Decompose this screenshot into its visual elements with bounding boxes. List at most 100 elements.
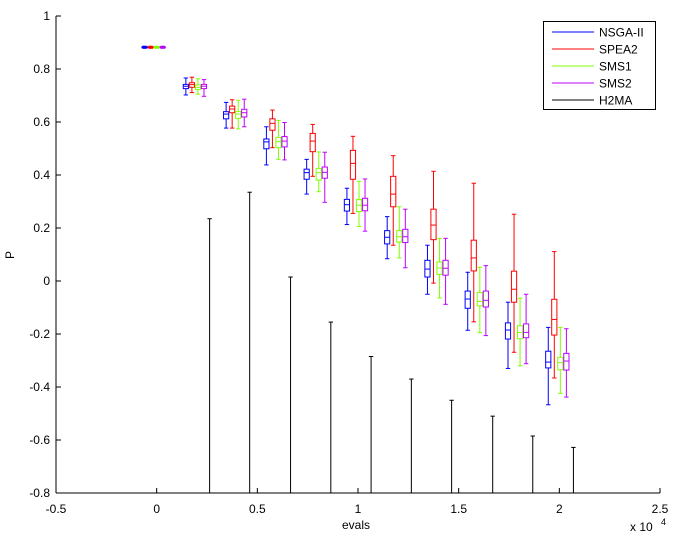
legend: NSGA-II SPEA2 SMS1 SMS2 H2MA bbox=[543, 21, 656, 110]
x-multiplier-label: x 10 bbox=[630, 520, 653, 534]
box-plot bbox=[355, 180, 363, 227]
y-tick-label: 0.2 bbox=[33, 221, 50, 235]
legend-label-nsga-ii: NSGA-II bbox=[599, 26, 644, 40]
box-plot bbox=[182, 77, 189, 96]
y-tick-label: 0.8 bbox=[33, 62, 50, 76]
y-tick-label: -0.6 bbox=[29, 433, 50, 447]
series-sms1 bbox=[153, 45, 564, 394]
box bbox=[476, 291, 483, 307]
box bbox=[281, 136, 288, 148]
y-axis-label: P bbox=[3, 251, 17, 259]
box-plot bbox=[188, 76, 196, 94]
box-plot bbox=[482, 265, 489, 337]
box-plot bbox=[523, 293, 530, 365]
y-tick-label: 0 bbox=[43, 274, 50, 288]
box bbox=[563, 352, 570, 371]
box bbox=[396, 229, 403, 243]
box bbox=[557, 356, 564, 371]
x-tick-label: 1.5 bbox=[450, 502, 467, 516]
x-axis-label: evals bbox=[342, 518, 370, 532]
box-plot bbox=[235, 99, 242, 130]
box-plot bbox=[424, 244, 431, 295]
box-plot bbox=[442, 237, 449, 305]
box-plot bbox=[343, 187, 351, 226]
series-nsga-ii bbox=[141, 45, 552, 406]
box-plot bbox=[223, 101, 230, 129]
box bbox=[275, 136, 282, 149]
box-plot bbox=[349, 135, 357, 214]
x-tick-label: 2 bbox=[556, 502, 563, 516]
box-plot bbox=[309, 123, 316, 177]
box-plot bbox=[470, 182, 477, 323]
axes: -0.5 0 0.5 1 1.5 2 2.5 -0.8 -0.6 -0.4 -0.2 0 0.2 0.4 0… bbox=[29, 9, 668, 516]
box bbox=[504, 322, 512, 340]
box-plot bbox=[384, 216, 391, 260]
box bbox=[442, 259, 449, 276]
y-tick-label: 0.4 bbox=[33, 168, 50, 182]
y-tick-label: 0.6 bbox=[33, 115, 50, 129]
box-plot bbox=[141, 45, 148, 49]
box-plot bbox=[476, 266, 483, 334]
box-plot bbox=[229, 99, 236, 129]
box-plot bbox=[516, 297, 524, 367]
series-spea2 bbox=[147, 45, 558, 379]
box bbox=[315, 167, 322, 181]
box-plot bbox=[510, 213, 518, 353]
box-plot bbox=[504, 301, 512, 369]
box bbox=[510, 270, 518, 303]
y-tick-label: -0.4 bbox=[29, 380, 50, 394]
box-plot bbox=[269, 109, 276, 149]
box-plot bbox=[281, 122, 288, 161]
box-plot bbox=[545, 326, 552, 406]
x-tick-label: 0.5 bbox=[249, 502, 266, 516]
box-plot bbox=[361, 178, 369, 232]
box bbox=[390, 175, 397, 208]
box bbox=[361, 197, 369, 212]
box bbox=[464, 290, 471, 309]
box bbox=[402, 228, 409, 244]
box bbox=[269, 118, 276, 131]
box-plot bbox=[315, 151, 322, 193]
box-plot bbox=[430, 170, 437, 284]
plot-marks bbox=[141, 45, 576, 493]
box-plot bbox=[390, 155, 397, 246]
box-plot bbox=[159, 45, 166, 49]
legend-label-sms2: SMS2 bbox=[599, 77, 632, 91]
x-tick-label: 0 bbox=[153, 502, 160, 516]
box bbox=[551, 298, 558, 336]
x-multiplier-base: x 10 bbox=[630, 520, 653, 534]
box bbox=[523, 323, 530, 339]
box-plot bbox=[396, 206, 403, 259]
box-plot bbox=[563, 328, 570, 398]
legend-label-h2ma: H2MA bbox=[599, 94, 632, 108]
box bbox=[545, 350, 552, 369]
y-tick-label: 1 bbox=[43, 9, 50, 23]
x-tick-label: 2.5 bbox=[652, 502, 669, 516]
box-plot bbox=[464, 271, 471, 331]
legend-label-spea2: SPEA2 bbox=[599, 43, 638, 57]
box bbox=[303, 168, 310, 180]
box-plot bbox=[321, 151, 328, 203]
y-tick-label: -0.2 bbox=[29, 327, 50, 341]
x-multiplier-exponent: 4 bbox=[661, 517, 666, 527]
box bbox=[349, 149, 357, 180]
box-plot bbox=[402, 208, 409, 269]
box bbox=[223, 111, 230, 120]
box-plot bbox=[194, 78, 202, 95]
box-plot bbox=[263, 126, 270, 166]
box-plot bbox=[153, 45, 160, 49]
box-plot bbox=[436, 237, 443, 299]
x-tick-label: -0.5 bbox=[46, 502, 67, 516]
box bbox=[343, 198, 351, 212]
series-h2ma bbox=[207, 191, 576, 493]
box-plot bbox=[275, 119, 282, 160]
box-plot bbox=[147, 45, 154, 49]
box bbox=[235, 110, 242, 119]
box bbox=[482, 290, 489, 308]
legend-label-sms1: SMS1 bbox=[599, 60, 632, 74]
box bbox=[263, 138, 270, 150]
y-tick-label: -0.8 bbox=[29, 486, 50, 500]
series-sms2 bbox=[159, 45, 570, 398]
x-tick-label: 1 bbox=[355, 502, 362, 516]
